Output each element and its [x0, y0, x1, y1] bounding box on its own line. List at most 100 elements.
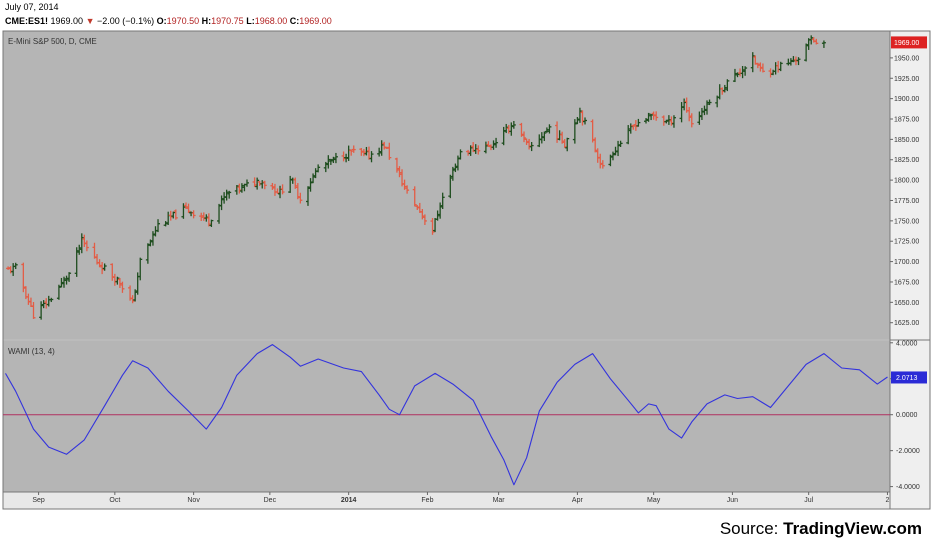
ohlc-bar	[682, 98, 687, 111]
ohlc-bar	[562, 139, 567, 149]
ohlc-bar	[743, 66, 748, 76]
ohlc-bar	[133, 289, 138, 302]
ohlc-bar	[227, 190, 232, 199]
ohlc-bar	[671, 115, 676, 128]
ohlc-bar	[644, 118, 649, 124]
ohlc-bar	[341, 151, 346, 162]
ohlc-bar	[163, 221, 168, 227]
ohlc-bar	[740, 66, 745, 79]
price-tick-label: 1775.00	[894, 198, 919, 205]
ohlc-bar	[31, 301, 36, 319]
ohlc-bar	[397, 166, 402, 178]
chart-canvas[interactable]: 1625.00 1650.00 1675.00 1700.00 1725.00 1750.…	[0, 0, 932, 515]
ohlc-bar	[593, 137, 598, 153]
wami-tick-label: 0.0000	[896, 412, 918, 419]
ohlc-bar	[720, 87, 725, 95]
price-tick-label: 1725.00	[894, 239, 919, 246]
wami-panel	[3, 341, 890, 492]
price-tick-label: 1850.00	[894, 137, 919, 144]
ohlc-bar	[577, 107, 582, 123]
ohlc-bar	[448, 174, 453, 199]
ohlc-bar	[702, 105, 707, 116]
ohlc-bar	[590, 119, 595, 143]
time-tick-label: Jun	[727, 497, 738, 504]
ohlc-bar	[295, 183, 300, 200]
ohlc-bar	[244, 179, 249, 187]
ohlc-bar	[821, 40, 826, 48]
source-prefix: Source:	[719, 519, 784, 538]
ohlc-bar	[377, 147, 382, 157]
price-tick-label: 1825.00	[894, 157, 919, 164]
ohlc-bar	[755, 62, 760, 69]
ohlc-bar	[168, 210, 173, 221]
ohlc-bar	[100, 262, 105, 275]
ohlc-bar	[79, 233, 84, 254]
ohlc-bar	[206, 213, 211, 227]
ohlc-bar	[768, 68, 773, 78]
ohlc-bar	[191, 210, 196, 219]
ohlc-bar	[67, 272, 72, 282]
ohlc-bar	[468, 145, 473, 156]
ohlc-bar	[6, 266, 11, 270]
wami-value-badge	[891, 371, 927, 384]
ohlc-bar	[369, 151, 374, 163]
price-axis-band	[890, 31, 930, 509]
ohlc-bar	[631, 124, 636, 130]
ohlc-bar	[649, 113, 654, 121]
chart-border	[2, 30, 931, 510]
ohlc-bar	[361, 149, 366, 157]
ohlc-bar	[725, 79, 730, 92]
ohlc-bar	[796, 57, 801, 66]
time-tick-label: Oct	[109, 497, 120, 504]
ohlc-bar	[610, 151, 615, 161]
ohlc-bar	[117, 278, 122, 289]
open-value: 1970.50	[166, 16, 200, 26]
ohlc-bar	[349, 149, 354, 156]
ohlc-bar	[262, 180, 267, 190]
wami-panel-title: WAMI (13, 4)	[8, 347, 55, 356]
ohlc-bar	[21, 262, 26, 293]
last-price-badge-text: 1969.00	[894, 40, 919, 47]
symbol: CME:ES1!	[5, 16, 49, 26]
price-tick-label: 1750.00	[894, 218, 919, 225]
ohlc-bar	[49, 297, 54, 303]
ohlc-bar	[486, 141, 491, 147]
price-tick-label: 1675.00	[894, 279, 919, 286]
ohlc-bar	[252, 177, 257, 188]
ohlc-bar	[173, 209, 178, 220]
ohlc-bar	[788, 58, 793, 66]
ohlc-bar	[793, 56, 798, 66]
ohlc-bar	[181, 203, 186, 219]
ohlc-bar	[438, 202, 443, 219]
close-label: C:	[289, 16, 300, 26]
ohlc-bar	[275, 188, 280, 194]
price-change: −2.00 (−0.1%)	[97, 16, 155, 26]
ohlc-bar	[458, 149, 463, 160]
ohlc-bar	[333, 152, 338, 164]
ohlc-bar	[707, 99, 712, 106]
ohlc-bar	[804, 43, 809, 62]
source-credit: Source: TradingView.com	[720, 519, 922, 539]
ohlc-bar	[664, 119, 669, 124]
ohlc-bar	[654, 111, 659, 121]
ohlc-bar	[56, 284, 61, 300]
ohlc-bar	[150, 231, 155, 246]
ohlc-bar	[687, 107, 692, 122]
ohlc-bar	[527, 138, 532, 150]
ohlc-bar	[608, 154, 613, 167]
ohlc-bar	[529, 141, 534, 152]
ohlc-bar	[646, 112, 651, 122]
ohlc-bar	[735, 72, 740, 78]
ohlc-bar	[440, 192, 445, 210]
price-tick-label: 1925.00	[894, 76, 919, 83]
ohlc-bar	[359, 148, 364, 156]
ohlc-bar	[39, 301, 44, 320]
ohlc-bar	[583, 117, 588, 125]
low-label: L:	[246, 16, 255, 26]
ohlc-bar	[412, 186, 417, 207]
ohlc-bar	[666, 115, 671, 125]
ohlc-bar	[814, 38, 819, 45]
ohlc-bar	[148, 239, 153, 247]
ohlc-bar	[199, 212, 204, 222]
low-value: 1968.00	[254, 16, 288, 26]
